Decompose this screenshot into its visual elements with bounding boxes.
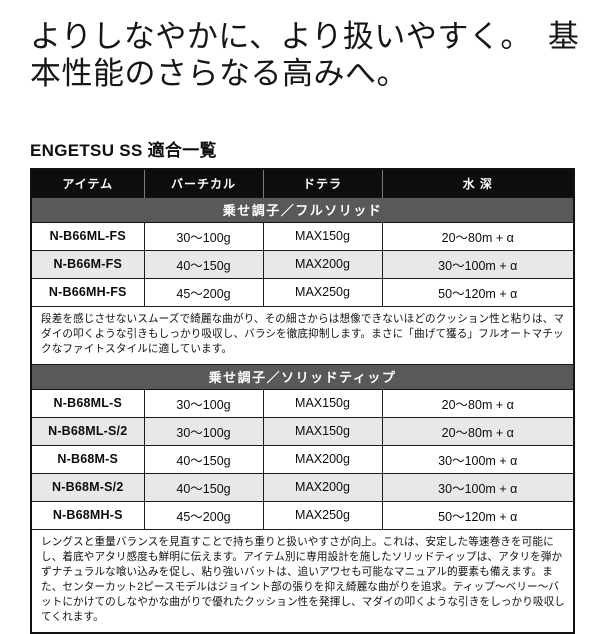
table-row: N-B66M-FS 40～150g MAX200g 30～100m + α: [30, 249, 575, 279]
catch-copy-line1: よりしなやかに、より扱いやすく。 基: [30, 19, 580, 55]
depth-cell: 20～80m + α: [381, 416, 575, 446]
dotera-cell: MAX150g: [262, 221, 383, 251]
column-header-item: アイテム: [31, 169, 144, 197]
section-header-full-solid: 乗せ調子／フルソリッド: [30, 196, 575, 223]
spec-table-title: ENGETSU SS 適合一覧: [30, 141, 217, 160]
dotera-cell: MAX200g: [262, 472, 383, 502]
section-header-solid-tip: 乗せ調子／ソリッドティップ: [30, 363, 575, 390]
column-header-depth: 水 深: [381, 169, 574, 197]
section-description: レングスと重量バランスを見直すことで持ち重りと扱いやすさが向上。これは、安定した…: [30, 528, 575, 633]
dotera-cell: MAX150g: [262, 416, 383, 446]
vertical-cell: 40～150g: [143, 444, 264, 474]
section-description-row: レングスと重量バランスを見直すことで持ち重りと扱いやすさが向上。これは、安定した…: [30, 528, 575, 633]
item-cell: N-B66M-FS: [30, 249, 145, 279]
table-row: N-B66ML-FS 30～100g MAX150g 20～80m + α: [30, 221, 575, 251]
section-title: 乗せ調子／ソリッドティップ: [30, 363, 575, 390]
table-row: N-B68M-S 40～150g MAX200g 30～100m + α: [30, 444, 575, 474]
depth-cell: 30～100m + α: [381, 472, 575, 502]
vertical-cell: 45～200g: [143, 277, 264, 307]
depth-cell: 30～100m + α: [381, 444, 575, 474]
vertical-cell: 45～200g: [143, 500, 264, 530]
item-cell: N-B68ML-S: [30, 388, 145, 418]
depth-cell: 20～80m + α: [381, 388, 575, 418]
depth-cell: 50～120m + α: [381, 277, 575, 307]
column-header-row: アイテム バーチカル ドテラ 水 深: [31, 169, 574, 197]
vertical-cell: 30～100g: [143, 388, 264, 418]
dotera-cell: MAX150g: [262, 388, 383, 418]
dotera-cell: MAX250g: [262, 277, 383, 307]
item-cell: N-B66ML-FS: [30, 221, 145, 251]
table-row: N-B68ML-S/2 30～100g MAX150g 20～80m + α: [30, 416, 575, 446]
catch-copy-heading: よりしなやかに、より扱いやすく。 基本性能のさらなる高みへ。: [30, 19, 586, 93]
catch-copy-line2: 本性能のさらなる高みへ。: [30, 56, 408, 92]
table-row: N-B68ML-S 30～100g MAX150g 20～80m + α: [30, 388, 575, 418]
table-row: N-B68MH-S 45～200g MAX250g 50～120m + α: [30, 500, 575, 530]
depth-cell: 30～100m + α: [381, 249, 575, 279]
column-header-vertical: バーチカル: [143, 169, 263, 197]
item-cell: N-B68M-S/2: [30, 472, 145, 502]
section-title: 乗せ調子／フルソリッド: [30, 196, 575, 223]
section-description-row: 段差を感じさせないスムーズで綺麗な曲がり、その細さからは想像できないほどのクッシ…: [30, 305, 575, 365]
spec-table: アイテム バーチカル ドテラ 水 深 乗せ調子／フルソリッド N-B66ML-F…: [30, 168, 575, 634]
vertical-cell: 40～150g: [143, 249, 264, 279]
vertical-cell: 30～100g: [143, 221, 264, 251]
item-cell: N-B66MH-FS: [30, 277, 145, 307]
vertical-cell: 40～150g: [143, 472, 264, 502]
dotera-cell: MAX200g: [262, 249, 383, 279]
section-description: 段差を感じさせないスムーズで綺麗な曲がり、その細さからは想像できないほどのクッシ…: [30, 305, 575, 365]
item-cell: N-B68ML-S/2: [30, 416, 145, 446]
item-cell: N-B68MH-S: [30, 500, 145, 530]
item-cell: N-B68M-S: [30, 444, 145, 474]
column-header-dotera: ドテラ: [262, 169, 382, 197]
dotera-cell: MAX250g: [262, 500, 383, 530]
depth-cell: 50～120m + α: [381, 500, 575, 530]
depth-cell: 20～80m + α: [381, 221, 575, 251]
vertical-cell: 30～100g: [143, 416, 264, 446]
table-row: N-B68M-S/2 40～150g MAX200g 30～100m + α: [30, 472, 575, 502]
dotera-cell: MAX200g: [262, 444, 383, 474]
table-row: N-B66MH-FS 45～200g MAX250g 50～120m + α: [30, 277, 575, 307]
